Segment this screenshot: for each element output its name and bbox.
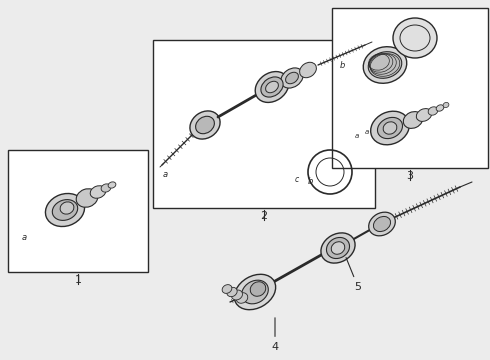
Ellipse shape [227, 287, 237, 297]
Text: 2: 2 [261, 211, 268, 221]
Text: b: b [340, 61, 345, 70]
Ellipse shape [101, 184, 111, 192]
Ellipse shape [90, 186, 106, 198]
Bar [332, 8, 488, 168]
Text: 5: 5 [346, 257, 362, 292]
Text: 1: 1 [74, 275, 81, 285]
Ellipse shape [299, 62, 317, 78]
Ellipse shape [416, 109, 432, 121]
Text: c: c [295, 175, 299, 184]
Ellipse shape [196, 116, 215, 134]
Ellipse shape [108, 182, 116, 188]
Text: b: b [308, 177, 314, 186]
Ellipse shape [250, 282, 266, 296]
Ellipse shape [266, 81, 278, 93]
Text: a: a [163, 170, 168, 179]
Bar [8, 150, 148, 272]
Ellipse shape [368, 52, 402, 78]
Ellipse shape [242, 280, 269, 304]
Ellipse shape [331, 242, 345, 254]
Text: 3: 3 [407, 171, 414, 181]
Ellipse shape [46, 193, 85, 226]
Ellipse shape [286, 72, 298, 84]
Ellipse shape [60, 202, 74, 214]
Ellipse shape [383, 122, 397, 134]
Ellipse shape [370, 111, 409, 145]
Ellipse shape [436, 105, 444, 111]
Ellipse shape [255, 72, 289, 103]
Ellipse shape [377, 117, 402, 139]
Ellipse shape [232, 290, 243, 300]
Text: a: a [22, 233, 27, 242]
Text: a: a [365, 129, 369, 135]
Text: 4: 4 [271, 318, 278, 352]
Ellipse shape [52, 199, 78, 220]
Ellipse shape [261, 77, 283, 97]
Ellipse shape [368, 212, 395, 236]
Bar [153, 40, 375, 208]
Ellipse shape [321, 233, 355, 263]
Ellipse shape [363, 47, 407, 83]
Ellipse shape [281, 68, 303, 88]
Ellipse shape [443, 102, 449, 108]
Ellipse shape [393, 18, 437, 58]
Ellipse shape [234, 274, 276, 310]
Text: a: a [355, 133, 359, 139]
Ellipse shape [326, 238, 349, 258]
Ellipse shape [373, 216, 391, 231]
Ellipse shape [236, 293, 248, 303]
Ellipse shape [428, 107, 438, 115]
Ellipse shape [190, 111, 220, 139]
Ellipse shape [222, 285, 232, 293]
Ellipse shape [76, 189, 98, 207]
Ellipse shape [403, 112, 423, 129]
